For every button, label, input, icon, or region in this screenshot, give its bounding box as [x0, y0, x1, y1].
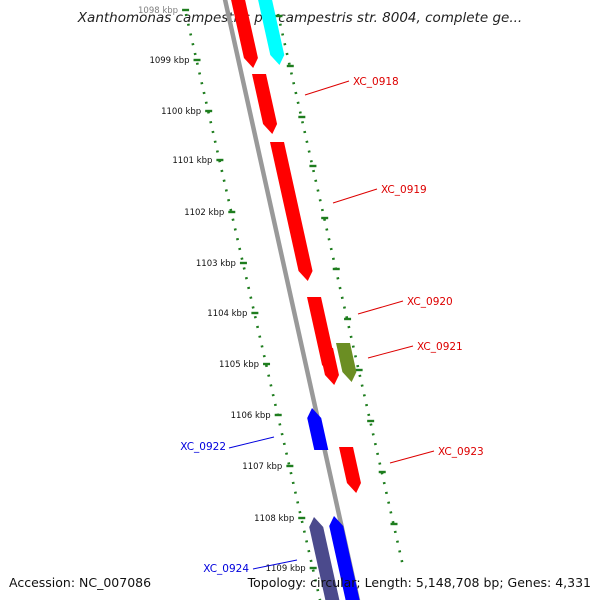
gene-arrow[interactable] — [309, 517, 340, 600]
genome-summary: Topology: circular; Length: 5,148,708 bp… — [247, 575, 591, 590]
map-title: Xanthomonas campestris pv. campestris st… — [77, 10, 523, 26]
gene-arrow[interactable] — [307, 408, 329, 450]
callout-line — [332, 188, 378, 204]
gene-label[interactable]: XC_0919 — [381, 184, 427, 196]
ruler-tick-label: 1103 kbp — [196, 259, 236, 269]
callout-line — [389, 450, 435, 464]
ruler-dots-left — [184, 13, 322, 600]
callout-line — [357, 300, 404, 315]
ruler-tick-label: 1099 kbp — [149, 56, 189, 66]
gene-arrow[interactable] — [336, 343, 357, 382]
ruler-tick-label: 1105 kbp — [219, 360, 259, 370]
ruler-tick-label: 1106 kbp — [231, 411, 271, 421]
ruler-tick-label: 1100 kbp — [161, 107, 201, 117]
gene-arrow[interactable] — [230, 0, 258, 68]
backbone-line — [222, 0, 361, 600]
ruler-tick-label: 1102 kbp — [184, 208, 224, 218]
callout-line — [252, 559, 298, 570]
ruler-tick-label: 1101 kbp — [172, 156, 212, 166]
gene-arrow[interactable] — [257, 0, 285, 65]
gene-label[interactable]: XC_0920 — [407, 296, 453, 308]
ruler-tick-label: 1098 kbp — [138, 6, 178, 16]
callout-line — [228, 436, 275, 449]
gene-label[interactable]: XC_0918 — [353, 76, 399, 88]
gene-track — [230, 0, 361, 600]
gene-label[interactable]: XC_0922 — [180, 441, 226, 453]
ruler-dots-right — [276, 13, 405, 567]
gene-arrow[interactable] — [329, 516, 360, 600]
gene-label[interactable]: XC_0923 — [438, 446, 484, 458]
ruler-tick-label: 1107 kbp — [242, 462, 282, 472]
ruler-tick-label: 1109 kbp — [266, 564, 306, 574]
callout-line — [367, 345, 414, 359]
ruler-ticks: 1098 kbp 1099 kbp 1100 kbp 1101 kbp 1102 kbp… — [138, 6, 398, 574]
backbone — [222, 0, 361, 600]
gene-arrow[interactable] — [339, 447, 361, 493]
gene-arrow[interactable] — [270, 142, 313, 281]
gene-arrow[interactable] — [252, 74, 278, 134]
gene-label[interactable]: XC_0924 — [203, 563, 249, 575]
gene-label[interactable]: XC_0921 — [417, 341, 463, 353]
gene-callouts: XC_0918 XC_0919 XC_0920 XC_0921 XC_0922 XC_09… — [180, 76, 483, 575]
ruler-tick-label: 1108 kbp — [254, 514, 294, 524]
callout-line — [304, 80, 350, 96]
ruler-tick-label: 1104 kbp — [207, 309, 247, 319]
gene-arrow[interactable] — [319, 348, 339, 385]
accession-label: Accession: NC_007086 — [9, 575, 152, 590]
